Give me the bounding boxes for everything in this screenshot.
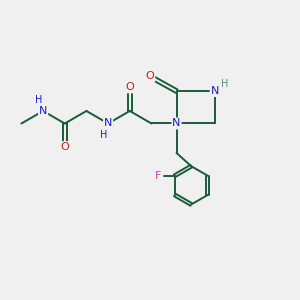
Text: H: H (100, 130, 107, 140)
Text: O: O (125, 82, 134, 92)
Text: H: H (35, 95, 42, 105)
Text: N: N (211, 86, 219, 96)
Text: N: N (172, 118, 181, 128)
Text: N: N (104, 118, 112, 128)
Text: O: O (146, 71, 154, 81)
Text: F: F (155, 171, 162, 181)
Text: N: N (39, 106, 47, 116)
Text: H: H (221, 79, 229, 89)
Text: O: O (60, 142, 69, 152)
